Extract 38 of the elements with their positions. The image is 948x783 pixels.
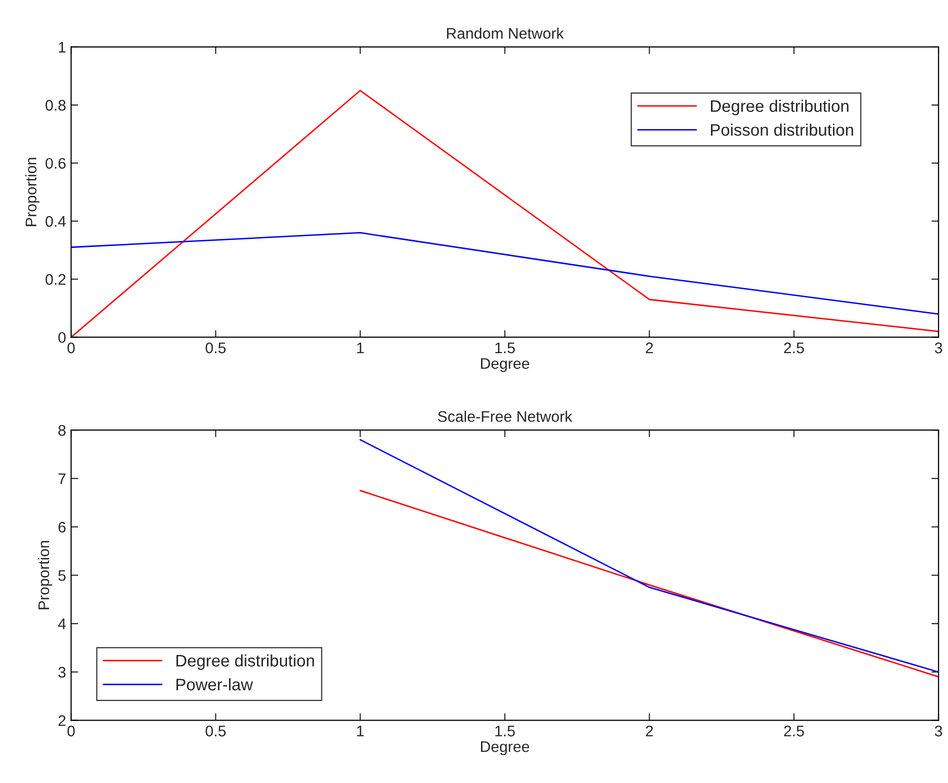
x-axis-title: Degree (481, 358, 530, 372)
x-tick-label: 2 (646, 726, 653, 736)
x-tick-label: 1.5 (495, 726, 515, 736)
x-tick-label: 2 (646, 342, 653, 354)
legend-label: Power-law (176, 678, 253, 690)
y-tick-label: 6 (58, 522, 66, 533)
y-tick-label: 8 (58, 424, 66, 436)
y-tick-label: 3 (58, 666, 66, 678)
x-tick-label: 1.5 (495, 342, 515, 354)
x-axis-title: Degree (481, 741, 530, 756)
x-tick-label: 0.5 (206, 726, 226, 736)
line-series (71, 232, 939, 315)
y-tick-label: 0 (58, 332, 66, 343)
x-tick-label: 3 (934, 342, 942, 354)
y-tick-label: 5 (58, 570, 66, 581)
legend-label: Degree distribution (710, 100, 848, 116)
y-axis-title: Proportion (38, 540, 52, 610)
y-tick-label: 0.8 (46, 100, 66, 111)
y-tick-label: 0.4 (46, 216, 66, 227)
chart-title: Random Network (447, 28, 564, 39)
legend-label: Degree distribution (176, 654, 314, 670)
y-tick-label: 0.6 (46, 158, 66, 169)
x-tick-label: 0.5 (206, 342, 226, 354)
y-tick-label: 4 (58, 618, 66, 630)
y-tick-label: 0.2 (46, 274, 66, 285)
chart-title: Scale-Free Network (438, 410, 572, 422)
legend-label: Poisson distribution (710, 124, 854, 136)
y-tick-label: 1 (58, 42, 66, 53)
x-tick-label: 2.5 (784, 726, 804, 736)
y-axis-title: Proportion (25, 158, 40, 226)
x-tick-label: 3 (934, 726, 942, 736)
x-tick-label: 1 (357, 726, 364, 736)
x-tick-label: 2.5 (784, 342, 804, 354)
y-tick-label: 7 (58, 474, 66, 484)
y-tick-label: 2 (58, 715, 66, 726)
x-tick-label: 1 (357, 342, 364, 354)
x-tick-label: 0 (67, 342, 75, 354)
x-tick-label: 0 (67, 726, 75, 736)
